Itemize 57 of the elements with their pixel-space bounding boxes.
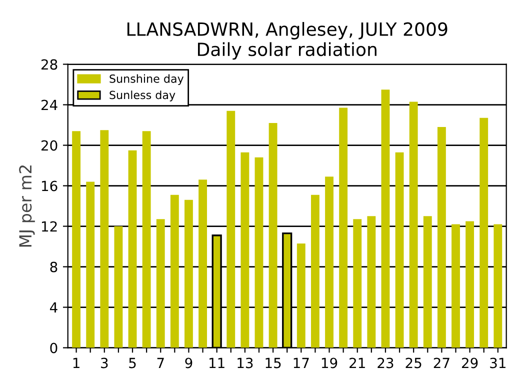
y-tick-label: 16 <box>42 180 58 192</box>
bar <box>226 110 236 348</box>
bar <box>423 216 432 348</box>
bar <box>367 216 376 348</box>
bar <box>325 176 334 348</box>
bar <box>198 180 207 348</box>
bar <box>86 182 95 348</box>
y-tick-label: 28 <box>41 59 58 70</box>
x-tick-label: 7 <box>157 358 164 368</box>
x-tick-label: 3 <box>101 358 108 368</box>
bar <box>240 152 250 348</box>
bar <box>480 118 488 348</box>
bar <box>353 219 362 348</box>
bar <box>494 224 502 348</box>
y-axis-title: MJ per m2 <box>19 165 35 247</box>
x-tick-label: 9 <box>185 358 192 368</box>
x-tick-label: 25 <box>406 358 422 368</box>
bar <box>310 194 320 348</box>
y-tick-label: 24 <box>41 100 58 110</box>
bar <box>466 221 474 348</box>
x-tick-label: 15 <box>266 358 281 368</box>
legend-label: Sunshine day <box>110 74 184 86</box>
bar <box>452 224 460 348</box>
x-tick-label: 19 <box>322 358 338 368</box>
x-tick-label: 27 <box>434 358 450 368</box>
y-tick-label: 12 <box>42 221 57 232</box>
bar <box>184 200 193 348</box>
bar <box>437 127 446 348</box>
legend-label: Sunless day <box>110 90 176 102</box>
y-tick-label: 20 <box>41 140 58 151</box>
x-tick-label: 5 <box>129 358 136 368</box>
x-tick-label: 29 <box>462 358 478 368</box>
x-tick-label: 31 <box>490 358 506 368</box>
x-tick-label: 17 <box>294 358 309 368</box>
bar <box>339 108 348 348</box>
bar <box>128 150 137 348</box>
bar <box>268 122 278 348</box>
bar <box>142 131 151 348</box>
bar <box>254 157 264 348</box>
x-tick-label: 23 <box>378 358 394 368</box>
bar <box>381 90 390 348</box>
bar <box>170 194 179 348</box>
bar <box>156 219 165 348</box>
x-tick-label: 13 <box>238 358 253 368</box>
bar <box>114 226 123 348</box>
x-tick-label: 21 <box>350 358 365 368</box>
chart-title: LLANSADWRN, Anglesey, JULY 2009 Daily solar radiation <box>127 22 448 60</box>
bar <box>395 152 404 348</box>
bar <box>72 131 81 348</box>
x-tick-label: 11 <box>210 358 224 368</box>
bar <box>409 102 418 348</box>
y-tick-label: 0 <box>50 342 58 354</box>
y-tick-label: 4 <box>50 302 58 313</box>
bar <box>296 243 306 348</box>
x-tick-label: 1 <box>73 358 80 368</box>
bar <box>100 130 109 348</box>
y-tick-label: 8 <box>50 262 58 272</box>
